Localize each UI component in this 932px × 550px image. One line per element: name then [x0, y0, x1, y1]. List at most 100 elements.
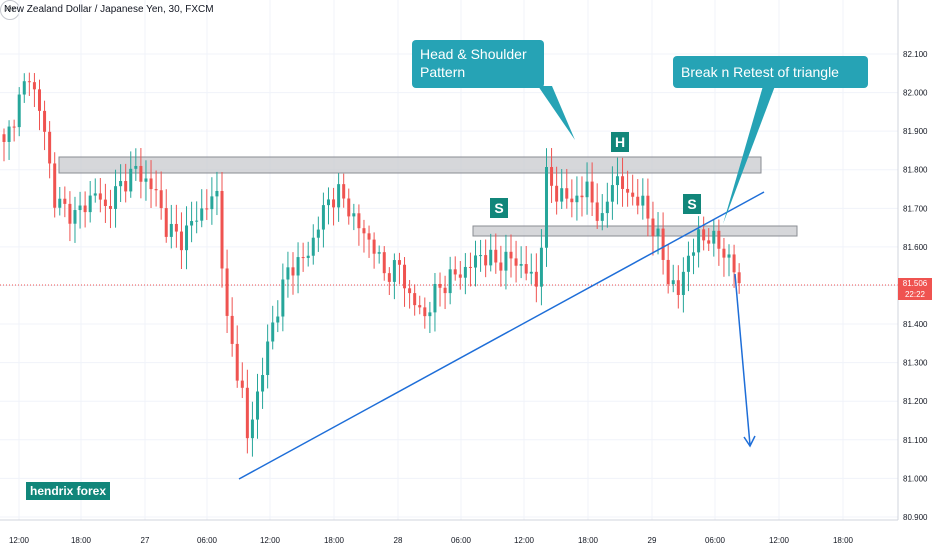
break-retest-callout: Break n Retest of triangle: [673, 56, 868, 88]
candle-down: [342, 184, 346, 199]
candle-down: [423, 307, 427, 317]
candle-up: [727, 254, 731, 258]
candle-up: [479, 255, 483, 257]
candle-down: [499, 262, 503, 271]
callout-br-pointer: [723, 86, 775, 224]
candle-up: [261, 375, 265, 392]
time-axis: 12:00 18:00 27 06:00 12:00 18:00 28 06:00 12:00 1…: [9, 536, 854, 545]
candle-up: [88, 195, 92, 213]
candle-down: [372, 239, 376, 254]
candle-up: [316, 229, 320, 238]
candle-down: [240, 380, 244, 388]
candle-down: [2, 134, 6, 142]
candle-down: [443, 287, 447, 294]
candle-up: [169, 223, 173, 237]
candle-down: [580, 195, 584, 198]
triangle-support-line: [238, 191, 765, 480]
candle-down: [590, 181, 594, 203]
candle-down: [408, 288, 412, 294]
candle-up: [190, 221, 194, 226]
left-shoulder-marker: S: [490, 198, 508, 218]
neckline-zone: [472, 225, 798, 237]
candle-down: [225, 268, 229, 316]
watermark-label: hendrix forex: [26, 482, 111, 500]
candle-down: [453, 269, 457, 275]
candle-up: [600, 213, 604, 221]
candle-up: [474, 255, 478, 268]
candle-down: [514, 258, 518, 266]
candle-down: [403, 264, 407, 289]
candle-down: [438, 283, 442, 288]
candle-up: [463, 266, 467, 278]
candle-down: [418, 305, 422, 308]
candle-down: [68, 203, 72, 224]
candle-down: [484, 255, 488, 266]
candle-down: [676, 280, 680, 295]
candle-up: [93, 193, 97, 196]
time-tick-label: 12:00: [260, 536, 281, 545]
candle-down: [570, 198, 574, 203]
candle-up: [256, 391, 259, 420]
candle-down: [357, 213, 361, 229]
candle-down: [732, 254, 736, 273]
time-tick-label: 18:00: [833, 536, 854, 545]
candle-down: [103, 199, 107, 206]
candle-down: [509, 251, 513, 259]
candle-down: [291, 267, 295, 276]
candle-up: [185, 225, 189, 251]
time-tick-label: 18:00: [578, 536, 599, 545]
candle-down: [621, 176, 625, 189]
candle-down: [301, 257, 305, 259]
price-tick-label: 81.900: [903, 127, 928, 136]
candle-down: [12, 126, 16, 128]
candle-down: [43, 110, 47, 132]
candle-up: [271, 322, 275, 342]
candle-up: [326, 199, 330, 206]
candle-down: [83, 205, 87, 213]
candle-up: [22, 81, 26, 95]
candle-up: [489, 249, 493, 266]
price-tick-label: 81.400: [903, 320, 928, 329]
price-tick-label: 81.700: [903, 204, 928, 213]
chart-grid: [0, 0, 898, 520]
candle-down: [666, 259, 670, 285]
candle-down: [631, 192, 635, 197]
time-tick-label: 27: [141, 536, 150, 545]
candle-down: [179, 231, 183, 251]
candle-up: [519, 264, 523, 266]
time-tick-label: 28: [394, 536, 403, 545]
candle-up: [697, 229, 701, 253]
candle-down: [595, 202, 599, 221]
candle-up: [377, 252, 381, 254]
candle-down: [626, 188, 630, 193]
candle-down: [159, 190, 163, 209]
candle-down: [149, 178, 153, 190]
candle-up: [433, 283, 437, 313]
candle-up: [17, 94, 21, 128]
resistance-zone: [58, 156, 762, 174]
head-shoulder-callout: Head & Shoulder Pattern: [412, 40, 544, 88]
price-tick-label: 81.200: [903, 397, 928, 406]
candle-up: [392, 260, 396, 282]
candle-down: [651, 218, 655, 237]
candle-down: [205, 208, 209, 210]
candle-down: [48, 131, 52, 164]
candle-up: [560, 188, 564, 202]
candle-up: [671, 280, 675, 285]
projection-arrow: [734, 273, 756, 448]
candle-down: [722, 248, 726, 258]
candle-down: [534, 271, 538, 287]
candle-down: [124, 181, 128, 192]
price-tick-label: 81.300: [903, 359, 928, 368]
head-marker: H: [611, 132, 629, 152]
candle-up: [266, 341, 270, 376]
candle-up: [352, 213, 356, 217]
candle-down: [108, 205, 112, 209]
candle-down: [397, 260, 401, 265]
candle-down: [139, 165, 143, 182]
price-tick-label: 81.000: [903, 474, 928, 483]
candle-up: [119, 181, 123, 187]
candle-up: [134, 165, 138, 169]
candle-down: [37, 89, 41, 111]
